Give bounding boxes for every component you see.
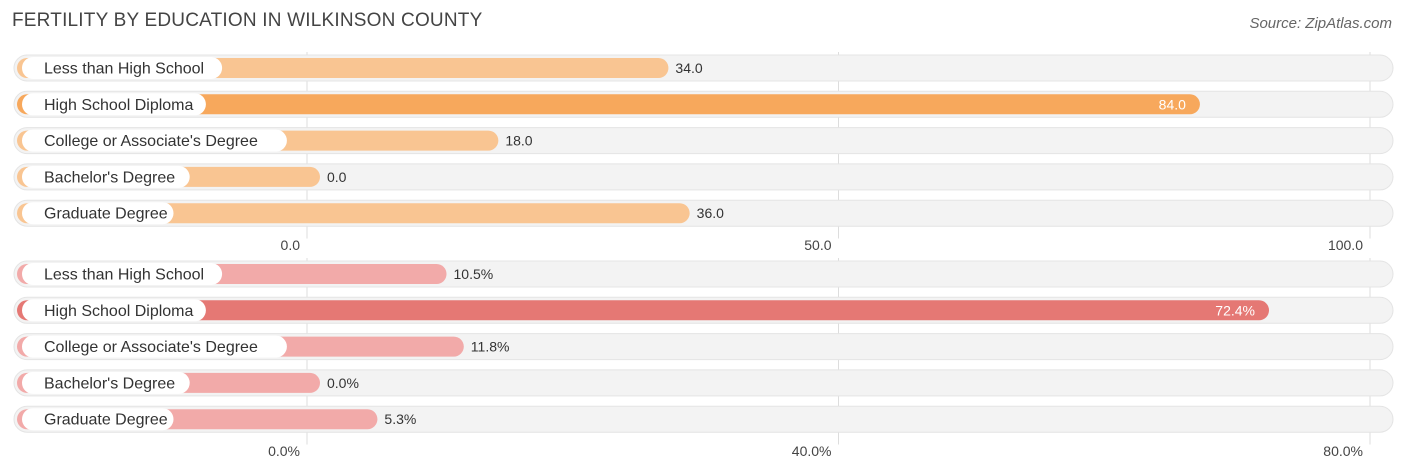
category-label-pill <box>22 335 287 358</box>
category-label-pill <box>22 165 190 188</box>
row-background <box>13 369 1394 397</box>
bar-2-2 <box>17 300 1270 321</box>
tick-label: 0.0% <box>268 443 300 459</box>
value-label: 84.0 <box>1159 96 1186 112</box>
tick-label: 80.0% <box>1323 443 1363 459</box>
category-label: Less than High School <box>44 61 204 78</box>
category-label: Bachelor's Degree <box>44 169 175 186</box>
category-label-pill <box>22 371 190 394</box>
category-label-pill <box>22 93 206 116</box>
category-label: College or Associate's Degree <box>44 339 258 356</box>
category-label: Bachelor's Degree <box>44 375 175 392</box>
category-label-pill <box>22 299 206 322</box>
value-label: 18.0 <box>505 133 532 149</box>
value-label: 5.3% <box>384 411 416 427</box>
category-label: High School Diploma <box>44 97 194 114</box>
category-label: High School Diploma <box>44 303 194 320</box>
value-label: 36.0 <box>697 205 724 221</box>
tick-label: 0.0 <box>281 237 301 253</box>
tick-label: 100.0 <box>1328 237 1363 253</box>
value-label: 10.5% <box>454 266 494 282</box>
category-label: Graduate Degree <box>44 412 168 429</box>
source-credit: Source: ZipAtlas.com <box>1249 15 1392 32</box>
value-label: 34.0 <box>675 60 702 76</box>
category-label-pill <box>22 263 223 285</box>
value-label: 11.8% <box>471 339 510 355</box>
bar-1-2 <box>17 94 1200 115</box>
chart-title: FERTILITY BY EDUCATION IN WILKINSON COUN… <box>12 10 483 31</box>
category-label-pill <box>22 57 223 79</box>
category-label-pill <box>22 129 287 152</box>
row-background <box>13 163 1394 191</box>
value-label: 0.0 <box>327 169 347 185</box>
category-label-pill <box>22 202 174 225</box>
category-label-pill <box>22 408 174 431</box>
value-label: 0.0% <box>327 375 359 391</box>
tick-label: 50.0 <box>804 237 831 253</box>
tick-label: 40.0% <box>792 443 832 459</box>
value-label: 72.4% <box>1215 302 1255 318</box>
category-label: College or Associate's Degree <box>44 133 258 150</box>
bar-1-5 <box>17 203 690 224</box>
category-label: Graduate Degree <box>44 206 168 223</box>
category-label: Less than High School <box>44 267 204 284</box>
